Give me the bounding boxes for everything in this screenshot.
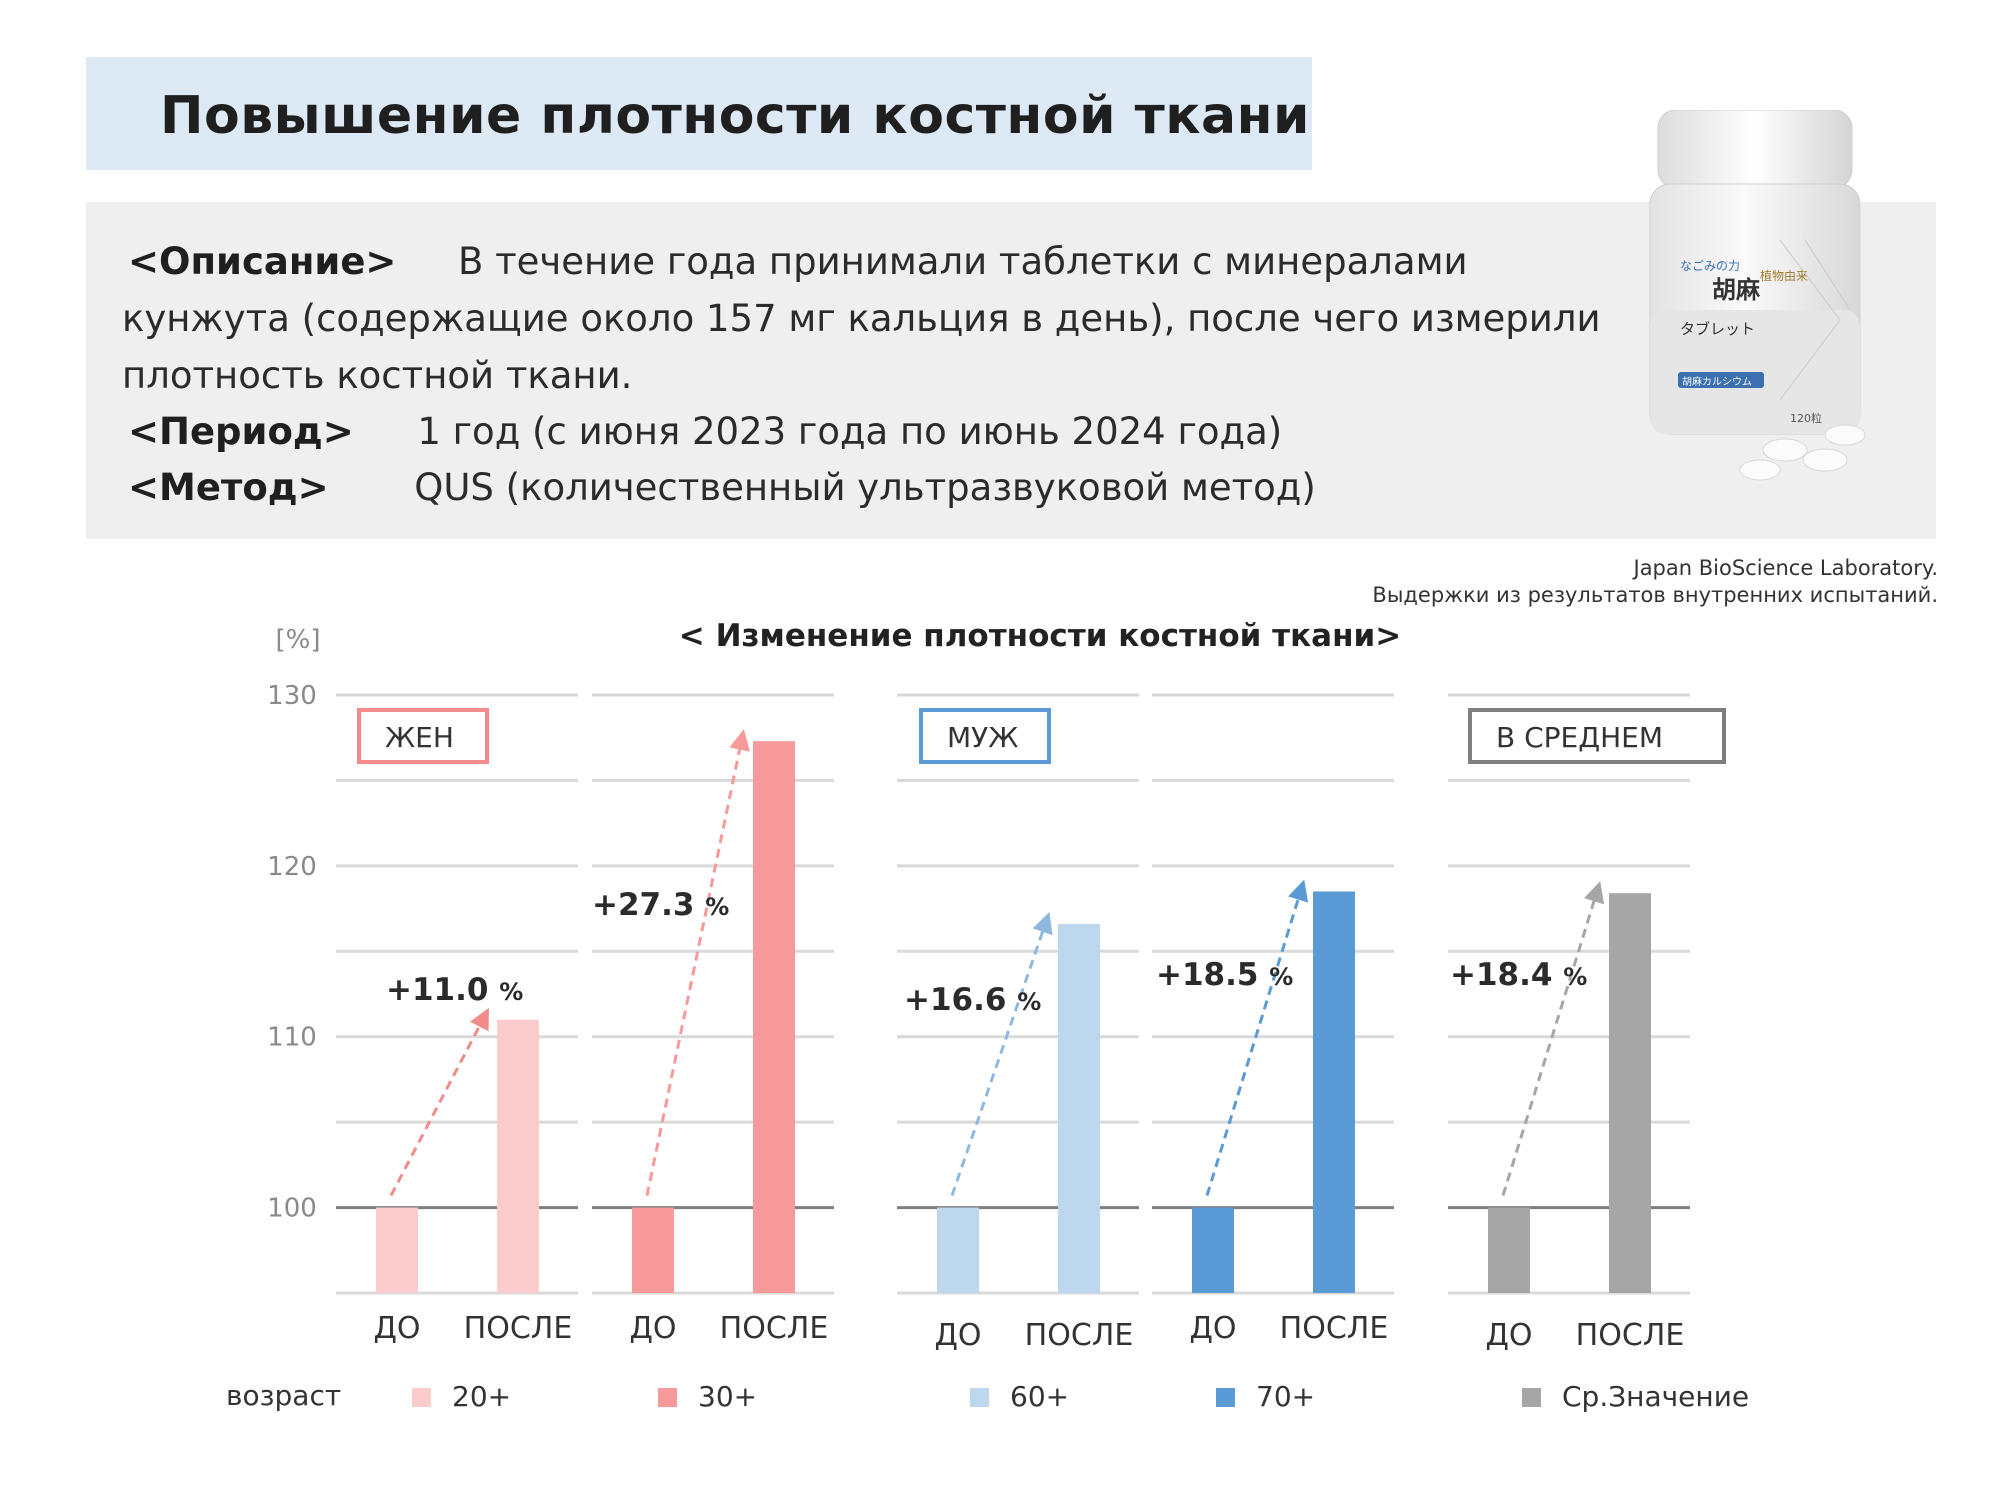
bar-70+-1 [1313, 891, 1355, 1293]
bars-layer [376, 729, 1651, 1293]
title-band [86, 57, 1312, 170]
legend-label: 60+ [1010, 1380, 1069, 1413]
y-tick-label: 120 [267, 852, 317, 882]
description-line-1: <Описание> В течение года принимали табл… [128, 240, 1468, 283]
x-label-after: ПОСЛЕ [720, 1311, 829, 1346]
change-label: +27.3 % [592, 887, 729, 923]
legend-swatch [412, 1388, 431, 1407]
bar-30+-0 [632, 1207, 674, 1293]
legend-swatch [1522, 1388, 1541, 1407]
credit-line-1: Japan BioScience Laboratory. [1633, 556, 1939, 580]
group-box-average-label: В СРЕДНЕМ [1496, 721, 1663, 754]
change-label: +11.0 % [386, 972, 523, 1008]
bar-Ср.Значение-0 [1488, 1207, 1530, 1293]
group-box-male [919, 708, 1051, 764]
change-arrow [950, 911, 1053, 1197]
description-text-1: В течение года принимали таблетки с мине… [457, 240, 1468, 283]
group-box-average [1468, 708, 1726, 764]
x-label-after: ПОСЛЕ [1025, 1318, 1134, 1353]
product-sub: 植物由来 [1760, 268, 1808, 283]
bar-60+-1 [1058, 923, 1100, 1293]
y-tick-label: 130 [267, 681, 317, 711]
change-arrow [1205, 879, 1309, 1197]
change-arrow [389, 1007, 489, 1197]
legend-label: 70+ [1256, 1380, 1315, 1413]
bar-30+-1 [753, 741, 795, 1293]
legend-label: 30+ [698, 1380, 757, 1413]
y-tick-label: 100 [267, 1194, 317, 1224]
legend-swatch [658, 1388, 677, 1407]
change-label: +18.5 % [1156, 957, 1293, 993]
method-line: <Метод> QUS (количественный ультразвуков… [128, 466, 1316, 509]
product-name-2: タブレット [1680, 320, 1755, 338]
change-label: +16.6 % [904, 982, 1041, 1018]
x-label-after: ПОСЛЕ [1280, 1311, 1389, 1346]
x-label-before: ДО [629, 1311, 676, 1346]
bar-20+-1 [497, 1019, 539, 1293]
bar-70+-0 [1192, 1207, 1234, 1293]
change-arrow [1501, 881, 1605, 1197]
page-title: Повышение плотности костной ткани [160, 86, 1310, 146]
period-tag: <Период> [128, 410, 354, 453]
x-label-after: ПОСЛЕ [464, 1311, 573, 1346]
change-arrow [645, 729, 750, 1196]
description-panel [86, 202, 1936, 539]
x-label-after: ПОСЛЕ [1576, 1318, 1685, 1353]
y-tick-label: 110 [267, 1023, 317, 1053]
x-label-before: ДО [1189, 1311, 1236, 1346]
group-box-female-label: ЖЕН [385, 721, 454, 754]
period-line: <Период> 1 год (с июня 2023 года по июнь… [128, 410, 1282, 453]
product-brand: なごみの力 [1680, 258, 1740, 273]
credit-line-2: Выдержки из результатов внутренних испыт… [1372, 583, 1938, 607]
method-text: QUS (количественный ультразвуковой метод… [414, 466, 1316, 509]
bar-Ср.Значение-1 [1609, 893, 1651, 1293]
description-line-2: кунжута (содержащие около 157 мг кальция… [122, 297, 1601, 340]
product-badge-text: 胡麻カルシウム [1682, 375, 1752, 388]
y-axis-unit: [%] [276, 625, 321, 655]
description-line-3: плотность костной ткани. [122, 354, 633, 397]
bar-60+-0 [937, 1207, 979, 1293]
bar-20+-0 [376, 1207, 418, 1293]
legend-label: 20+ [452, 1380, 511, 1413]
period-text: 1 год (с июня 2023 года по июнь 2024 год… [417, 410, 1283, 453]
y-ticks: 100 110 120 130 [267, 681, 317, 1224]
chart-title: < Изменение плотности костной ткани> [679, 618, 1401, 654]
legend-swatch [1216, 1388, 1235, 1407]
product-badge [1678, 372, 1764, 388]
product-count: 120粒 [1790, 411, 1822, 425]
description-tag: <Описание> [128, 240, 397, 283]
product-name-1: 胡麻 [1712, 276, 1761, 304]
group-box-male-label: МУЖ [947, 721, 1018, 754]
product-bottle-image: なごみの力 胡麻 タブレット 植物由来 胡麻カルシウム 120粒 [1649, 110, 1866, 481]
x-label-before: ДО [373, 1311, 420, 1346]
legend-label: Ср.Значение [1562, 1380, 1749, 1413]
legend-swatch [970, 1388, 989, 1407]
group-box-female [357, 708, 489, 764]
change-label: +18.4 % [1450, 957, 1587, 993]
method-tag: <Метод> [128, 466, 329, 509]
x-label-before: ДО [1485, 1318, 1532, 1353]
legend-prefix: возраст [226, 1379, 341, 1412]
labels-layer: +11.0 % ДО ПОСЛЕ 20+ +27.3 % ДО ПОСЛЕ 30+ +16.6 … [226, 708, 1749, 1413]
x-label-before: ДО [934, 1318, 981, 1353]
